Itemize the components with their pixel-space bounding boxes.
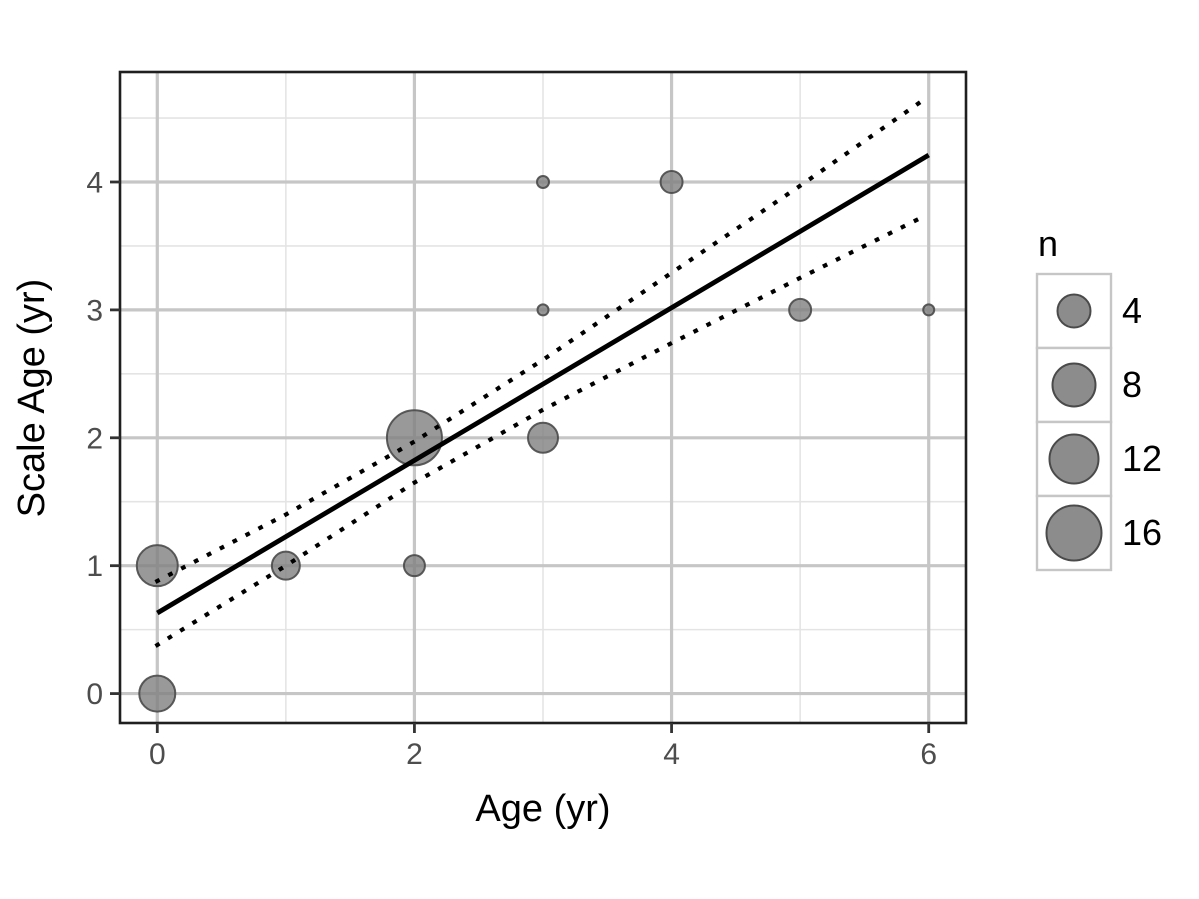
x-axis-tick-label: 6 bbox=[920, 738, 937, 771]
legend-value-label: 12 bbox=[1122, 438, 1162, 479]
x-axis-tick-label: 0 bbox=[149, 738, 166, 771]
y-axis-tick-label: 2 bbox=[86, 422, 103, 455]
y-axis-tick-label: 4 bbox=[86, 166, 103, 199]
y-axis-tick-label: 1 bbox=[86, 550, 103, 583]
legend-value-label: 16 bbox=[1122, 512, 1162, 553]
legend-value-label: 4 bbox=[1122, 290, 1142, 331]
y-axis-tick-label: 3 bbox=[86, 294, 103, 327]
x-axis-tick-label: 2 bbox=[406, 738, 423, 771]
axes: 0 2 4 6 0 1 2 3 4 bbox=[86, 166, 937, 771]
confidence-band-lower-dotted-line bbox=[154, 211, 932, 648]
data-point-x1-y1 bbox=[270, 550, 301, 581]
x-axis-title: Age (yr) bbox=[475, 788, 610, 830]
legend: n 4 8 12 16 bbox=[1035, 223, 1162, 572]
legend-keys: 4 8 12 16 bbox=[1035, 272, 1162, 572]
data-point-x6-y3 bbox=[922, 303, 936, 317]
data-point-x3-y4 bbox=[536, 174, 550, 189]
data-point-x2-y1 bbox=[402, 554, 426, 578]
data-point-x0-y0 bbox=[138, 674, 177, 713]
y-axis-tick-label: 0 bbox=[86, 678, 103, 711]
legend-key-box bbox=[1035, 272, 1113, 350]
regression-fit-line bbox=[156, 153, 930, 616]
legend-size-circle bbox=[1045, 504, 1103, 562]
gridlines bbox=[120, 72, 966, 723]
data-point-x4-y4 bbox=[659, 169, 684, 194]
data-point-x3-y3 bbox=[536, 303, 550, 317]
legend-size-circle bbox=[1056, 293, 1092, 329]
legend-size-circle bbox=[1048, 433, 1100, 485]
fit-and-ci-lines bbox=[154, 93, 932, 648]
data-point-x5-y3 bbox=[788, 297, 813, 322]
legend-title: n bbox=[1038, 223, 1058, 264]
legend-size-circle bbox=[1051, 362, 1097, 408]
y-axis-title: Scale Age (yr) bbox=[11, 279, 53, 518]
panel-border bbox=[118, 70, 968, 725]
confidence-band-upper-dotted-line bbox=[154, 93, 932, 584]
data-point-x3-y2 bbox=[527, 421, 559, 454]
data-points bbox=[135, 169, 936, 713]
data-point-x2-y2 bbox=[385, 409, 443, 467]
x-axis-tick-label: 4 bbox=[663, 738, 680, 771]
legend-value-label: 8 bbox=[1122, 364, 1142, 405]
legend-key-box bbox=[1035, 346, 1113, 424]
data-point-x0-y1 bbox=[135, 544, 179, 588]
